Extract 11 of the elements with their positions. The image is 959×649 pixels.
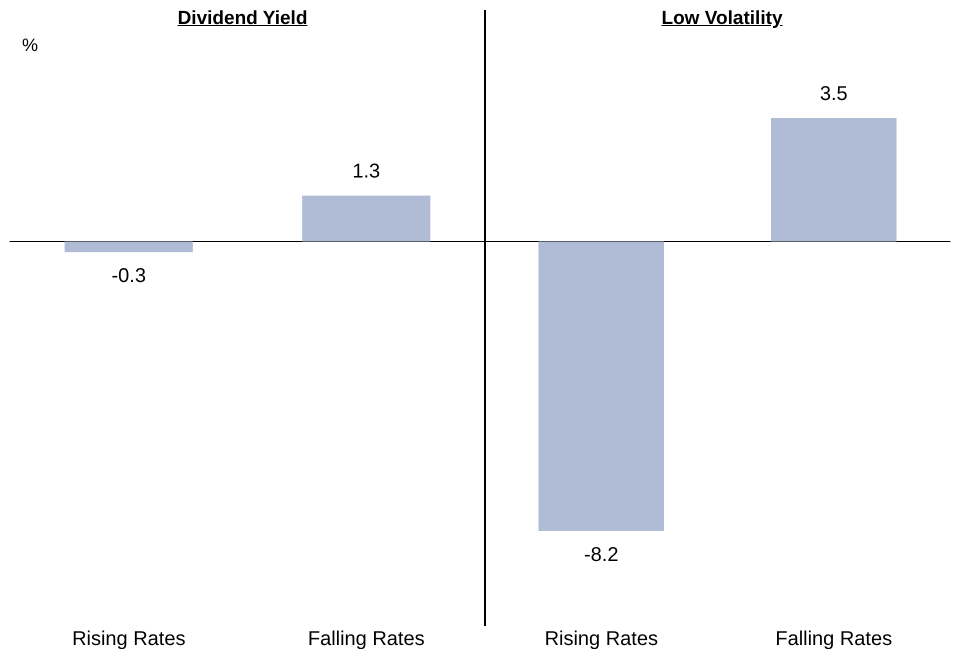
data-label: -8.2 <box>584 544 618 566</box>
x-tick-label: Rising Rates <box>544 628 658 649</box>
x-tick-label: Falling Rates <box>308 628 425 649</box>
x-tick-label: Falling Rates <box>775 628 892 649</box>
x-tick-label: Rising Rates <box>72 628 186 649</box>
chart-title: Low Volatility <box>660 8 784 30</box>
chart-title: Dividend Yield <box>176 8 308 30</box>
data-label: -0.3 <box>112 265 146 288</box>
data-label: 3.5 <box>820 83 848 105</box>
y-axis-title: % <box>22 35 38 55</box>
data-label: 1.3 <box>352 160 380 183</box>
